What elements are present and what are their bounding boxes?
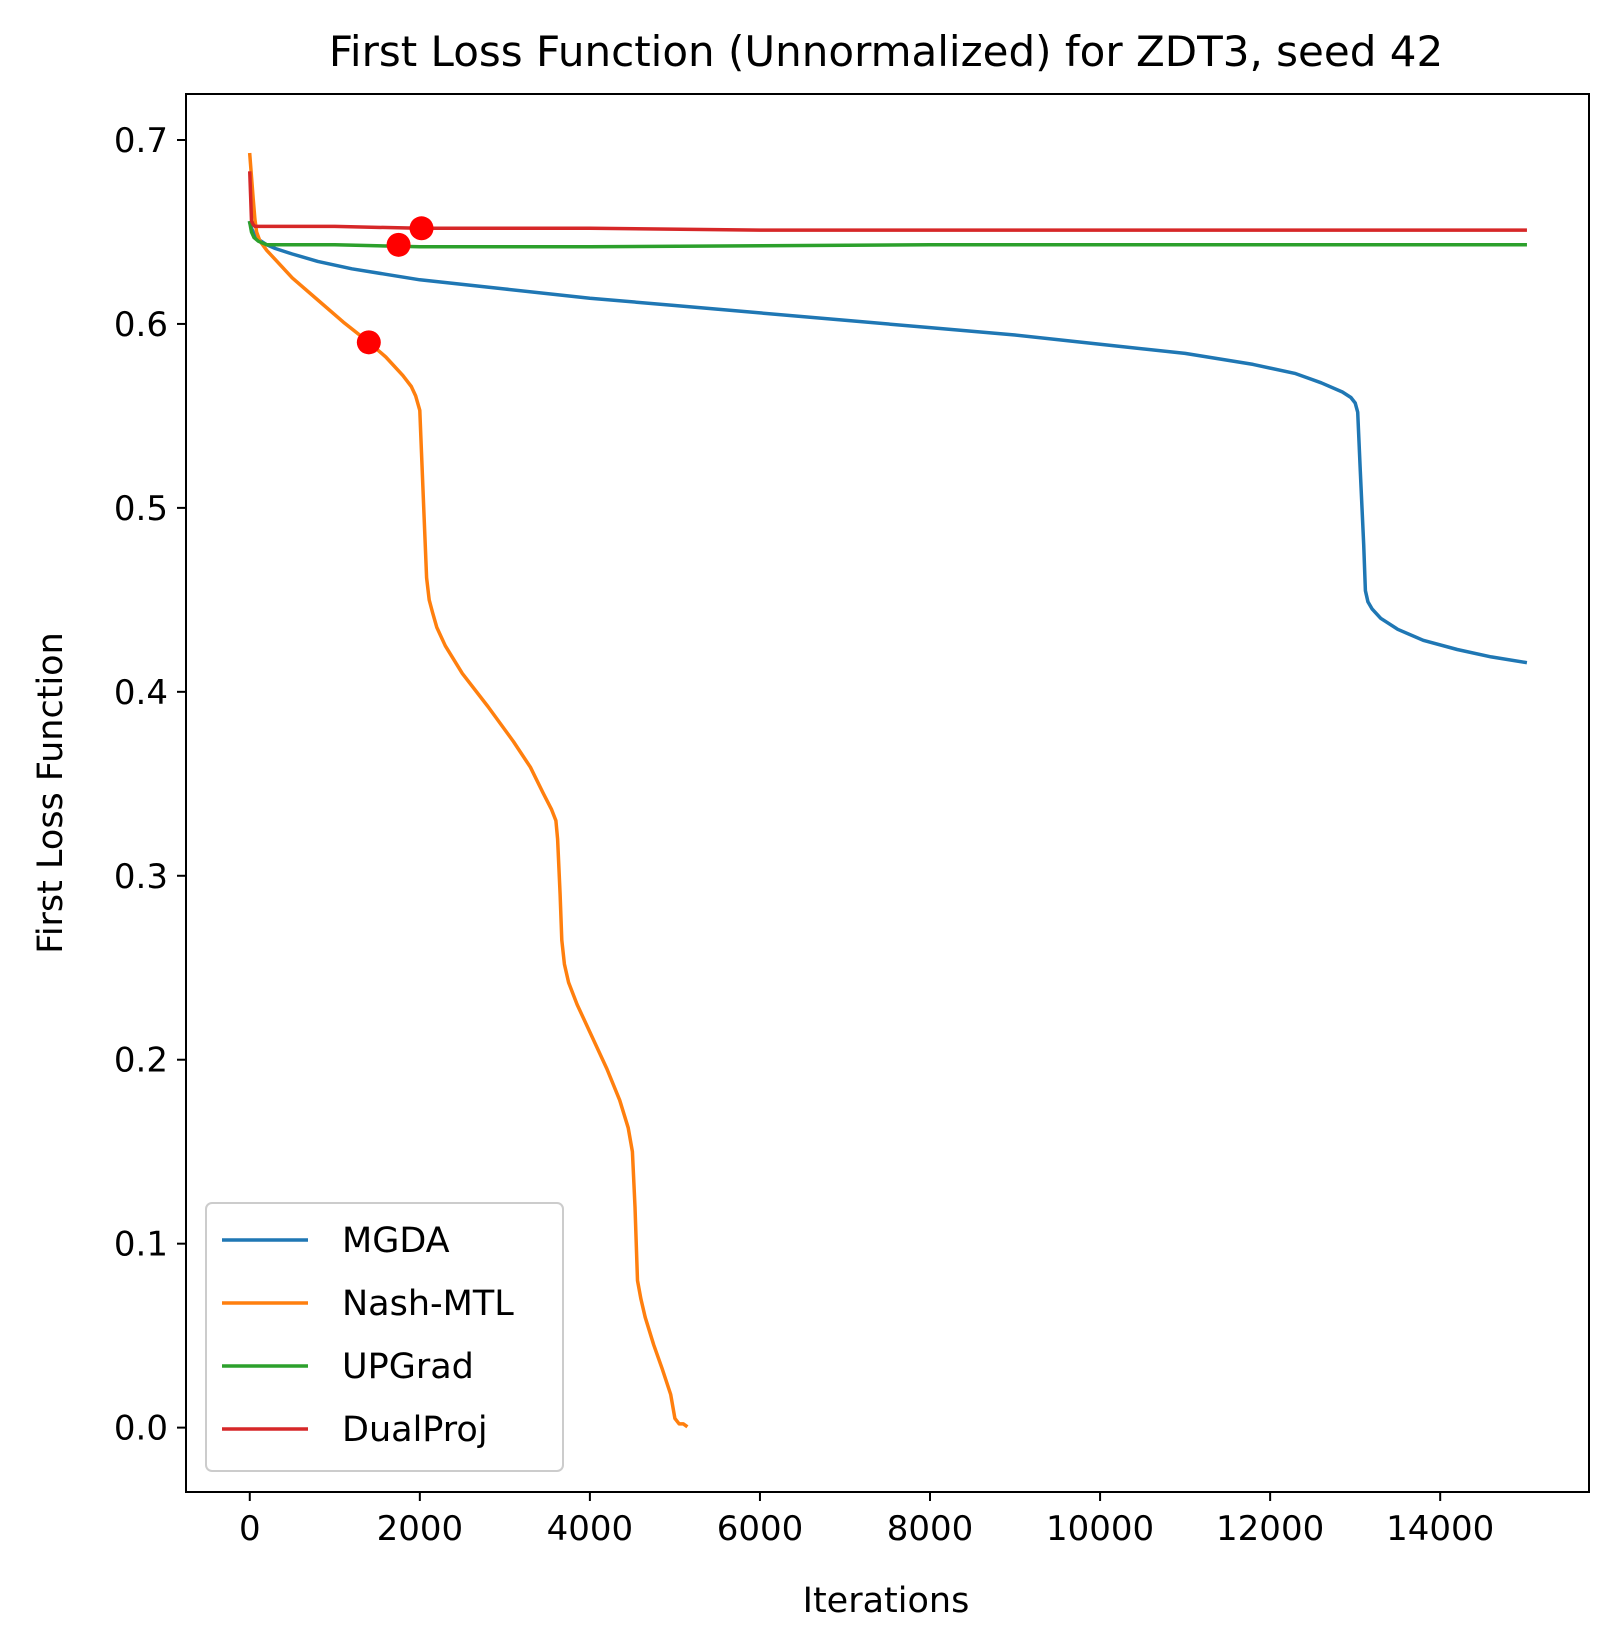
- series-line-mgda: [247, 220, 1528, 665]
- y-axis-label: First Loss Function: [31, 632, 71, 954]
- legend-label-mgda: MGDA: [342, 1221, 450, 1261]
- series-line-nash-mtl: [247, 152, 689, 1429]
- marker-nash-mtl: [356, 330, 381, 355]
- y-axis-ticks: 0.0 0.1 0.2 0.3 0.4 0.5 0.6 0.7: [114, 121, 186, 1449]
- marker-dualproj: [409, 216, 434, 241]
- y-tick-label: 0.7: [114, 121, 168, 161]
- axes-frame: [185, 93, 1590, 1493]
- x-tick-label: 14000: [1386, 1509, 1494, 1549]
- x-tick-label: 0: [239, 1509, 261, 1549]
- x-tick-label: 2000: [377, 1509, 464, 1549]
- chart-title: First Loss Function (Unnormalized) for Z…: [329, 27, 1443, 76]
- x-tick-label: 12000: [1216, 1509, 1324, 1549]
- y-tick-label: 0.0: [114, 1409, 168, 1449]
- series-line-upgrad: [247, 220, 1527, 249]
- legend-label-upgrad: UPGrad: [342, 1347, 474, 1387]
- x-axis-ticks: 0 2000 4000 6000 8000 10000 12000 14000: [239, 1492, 1494, 1549]
- legend-label-nash-mtl: Nash-MTL: [342, 1284, 514, 1324]
- marker-upgrad: [386, 232, 411, 257]
- series-line-dualproj: [247, 171, 1527, 232]
- x-tick-label: 4000: [547, 1509, 634, 1549]
- legend-items: MGDA Nash-MTL UPGrad DualProj: [222, 1221, 514, 1450]
- y-tick-label: 0.2: [114, 1041, 168, 1081]
- x-axis-label: Iterations: [803, 1581, 970, 1621]
- y-tick-label: 0.3: [114, 857, 168, 897]
- legend-label-dualproj: DualProj: [342, 1410, 488, 1450]
- legend-box: [205, 1202, 564, 1472]
- y-tick-label: 0.6: [114, 305, 168, 345]
- x-tick-label: 8000: [887, 1509, 974, 1549]
- y-tick-label: 0.5: [114, 489, 168, 529]
- y-tick-label: 0.4: [114, 673, 168, 713]
- y-tick-label: 0.1: [114, 1225, 168, 1265]
- plot-markers: [356, 216, 434, 355]
- legend: MGDA Nash-MTL UPGrad DualProj: [205, 1202, 564, 1472]
- plot-lines: [247, 152, 1528, 1429]
- x-tick-label: 6000: [717, 1509, 804, 1549]
- x-tick-label: 10000: [1046, 1509, 1154, 1549]
